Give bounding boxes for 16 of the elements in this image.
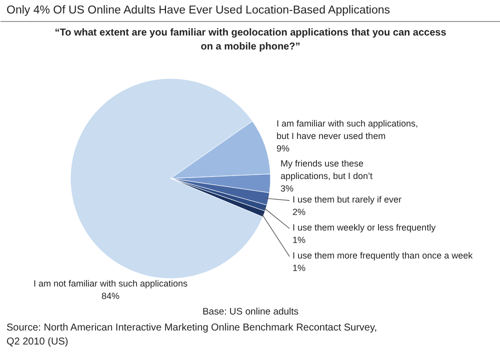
chart-subtitle: “To what extent are you familiar with geolocation applications that you can access on a mobile phone?” (54, 28, 447, 52)
slice-label: I am not familiar with such applications (33, 278, 188, 288)
slice-label: I use them but rarely if ever (292, 194, 402, 204)
data-label: 1% (292, 235, 306, 245)
slice-label: My friends use these applications, but I don’t (280, 158, 374, 181)
slice-label: I am familiar with such applications, but I have never used them (276, 118, 418, 141)
slice-label: I use them more frequently than once a week (292, 250, 474, 260)
data-label: 9% (276, 144, 290, 154)
data-label: 1% (292, 263, 306, 273)
data-label: 3% (280, 184, 294, 194)
data-label: 84% (101, 291, 120, 301)
text: Base: US online adults (202, 306, 299, 318)
source-note: Source: North American Interactive Marketing Online Benchmark Recontact Survey, Q2 2010 (US) (6, 322, 378, 348)
slice-label: I use them weekly or less frequently (292, 222, 436, 232)
chart-title: Only 4% Of US Online Adults Have Ever Used Location-Based Applications (6, 4, 390, 16)
data-label: 2% (292, 207, 306, 217)
